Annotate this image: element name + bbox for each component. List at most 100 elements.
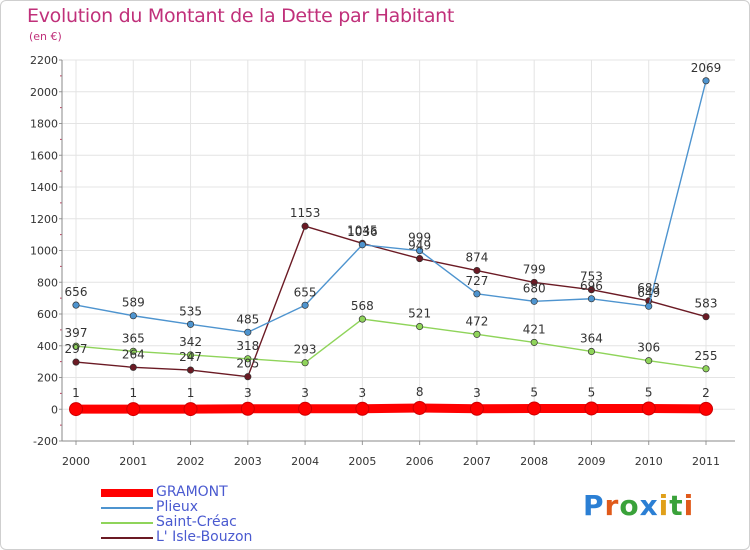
series-line — [75, 318, 707, 370]
data-label: 589 — [122, 296, 145, 310]
data-label: 2069 — [691, 61, 722, 75]
data-label: 656 — [65, 285, 88, 299]
data-label: 247 — [179, 350, 202, 364]
y-tick-label: 800 — [37, 276, 58, 289]
data-label: 297 — [65, 342, 88, 356]
x-tick-label: 2003 — [234, 455, 262, 468]
data-point — [645, 357, 653, 365]
data-label: 1153 — [290, 206, 321, 220]
data-label: 683 — [637, 281, 660, 295]
data-point — [527, 401, 542, 416]
data-point — [641, 401, 656, 416]
y-tick-label: 1600 — [30, 149, 58, 162]
data-point — [530, 297, 538, 305]
data-label: 568 — [351, 299, 374, 313]
data-label: 999 — [408, 231, 431, 245]
data-label: 583 — [695, 297, 718, 311]
data-label: 727 — [465, 274, 488, 288]
data-label: 255 — [695, 349, 718, 363]
series-gramont — [69, 400, 713, 417]
data-point — [186, 351, 195, 359]
data-labels-gramont: 1 1 1 3 3 3 8 3 5 5 5 2 — [72, 385, 710, 400]
brand-logo: Proxiti — [583, 489, 694, 522]
x-tick-label: 2011 — [692, 455, 720, 468]
data-label: 535 — [179, 304, 202, 318]
x-tick-label: 2004 — [291, 455, 319, 468]
data-point — [72, 301, 80, 309]
data-point — [416, 255, 424, 263]
data-label: 649 — [637, 286, 660, 300]
data-label: 342 — [179, 335, 202, 349]
data-point — [298, 401, 313, 416]
data-label: 1036 — [347, 225, 378, 239]
legend-swatch — [101, 507, 153, 509]
brand-letter: P — [583, 489, 605, 522]
data-label: 680 — [523, 281, 546, 295]
data-label: 8 — [416, 385, 424, 399]
data-label: 1045 — [347, 223, 378, 237]
x-tick-label: 2008 — [520, 455, 548, 468]
legend-label: L' Isle-Bouzon — [156, 529, 253, 545]
x-tick-label: 2010 — [635, 455, 663, 468]
data-label: 472 — [465, 314, 488, 328]
brand-letter: i — [658, 489, 670, 522]
data-point — [416, 247, 424, 255]
data-point — [129, 363, 137, 371]
data-label: 3 — [359, 386, 367, 400]
data-label: 949 — [408, 239, 431, 253]
x-tick-label: 2000 — [62, 455, 90, 468]
data-label: 293 — [294, 343, 317, 357]
data-label: 5 — [588, 385, 596, 399]
legend-label: GRAMONT — [156, 484, 228, 500]
data-label: 521 — [408, 307, 431, 321]
data-point — [72, 358, 80, 366]
x-tick-label: 2002 — [177, 455, 205, 468]
data-label: 397 — [65, 326, 88, 340]
data-point — [587, 295, 596, 303]
data-point — [358, 315, 366, 323]
data-point — [186, 320, 195, 328]
chart-subtitle: (en €) — [29, 30, 62, 43]
data-point — [416, 322, 424, 331]
data-label: 1 — [129, 386, 137, 400]
y-tick-label: 400 — [37, 340, 58, 353]
data-labels-plieux: 656 589 535 485 655 1036 999 727 680 696 649 2069 — [65, 61, 722, 326]
data-label: 485 — [236, 312, 259, 326]
y-tick-label: 1400 — [30, 181, 58, 194]
series-plieux — [72, 77, 710, 336]
legend-swatch — [101, 537, 153, 539]
grid — [62, 59, 735, 442]
brand-letter: t — [669, 489, 684, 522]
data-label: 753 — [580, 270, 603, 284]
data-label: 364 — [580, 331, 603, 345]
data-point — [72, 342, 80, 350]
data-point — [244, 355, 252, 363]
y-tick-label: 2200 — [30, 54, 58, 67]
data-label: 799 — [523, 262, 546, 276]
data-point — [584, 401, 599, 416]
data-label: 2 — [702, 386, 710, 400]
data-point — [301, 301, 309, 309]
data-point — [473, 330, 481, 338]
x-tick-label: 2006 — [406, 455, 434, 468]
data-labels-saint-cr-ac: 397 365 342 318 293 568 521 472 421 364 306 255 — [65, 299, 718, 363]
series-line — [75, 225, 707, 378]
data-label: 421 — [523, 322, 546, 336]
y-tick-label: 1000 — [30, 245, 58, 258]
data-label: 205 — [236, 357, 259, 371]
data-labels-l-isle-bouzon: 297 264 247 205 1153 1045 949 874 799 753 683 583 — [65, 206, 718, 370]
data-label: 3 — [301, 386, 309, 400]
data-label: 5 — [530, 385, 538, 399]
chart-title: Evolution du Montant de la Dette par Hab… — [27, 5, 455, 27]
data-label: 1 — [187, 386, 195, 400]
data-point — [702, 365, 710, 373]
y-tick-label: 600 — [37, 308, 58, 321]
data-point — [587, 347, 596, 356]
data-point — [301, 359, 309, 367]
data-point — [355, 401, 370, 416]
data-label: 365 — [122, 331, 145, 345]
data-point — [587, 286, 596, 294]
data-label: 264 — [122, 347, 145, 361]
